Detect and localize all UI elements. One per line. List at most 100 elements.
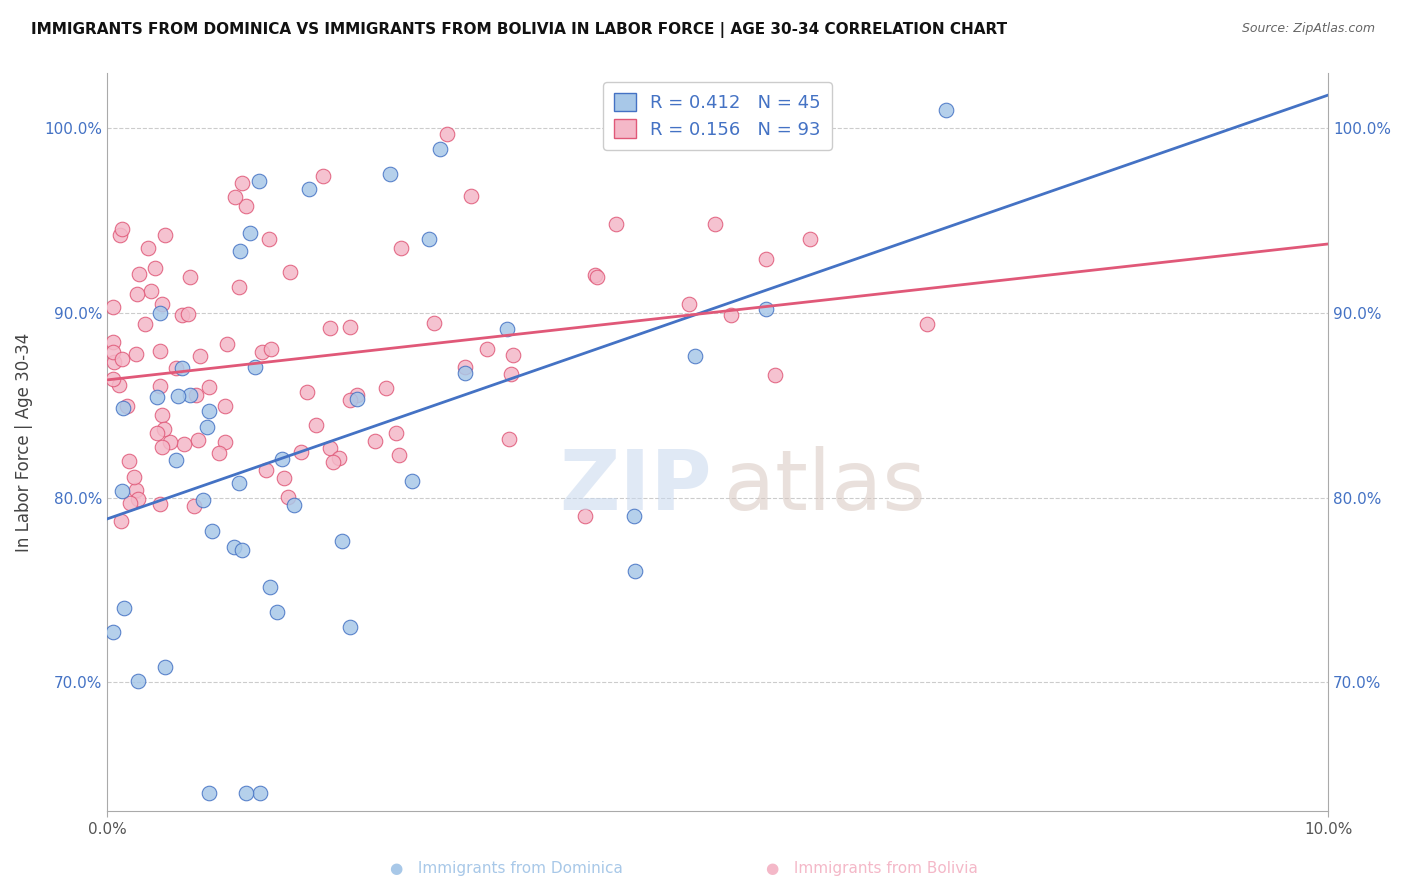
Point (101, 344, 124, 359)
Point (704, 217, 727, 231)
Point (270, 452, 292, 467)
Point (184, 388, 207, 402)
Point (170, 360, 193, 375)
Point (153, 421, 176, 435)
Point (346, 392, 368, 406)
Point (122, 470, 145, 484)
Point (153, 660, 176, 674)
Point (720, 308, 742, 322)
Point (172, 308, 194, 322)
Point (134, 317, 156, 331)
Point (152, 408, 174, 422)
Point (231, 176, 253, 190)
Point (378, 167, 401, 181)
Point (915, 318, 938, 332)
Point (118, 496, 141, 510)
Point (375, 381, 398, 395)
Legend: R = 0.412   N = 45, R = 0.156   N = 93: R = 0.412 N = 45, R = 0.156 N = 93 (603, 82, 832, 150)
Point (339, 392, 361, 407)
Point (259, 580, 281, 594)
Text: IMMIGRANTS FROM DOMINICA VS IMMIGRANTS FROM BOLIVIA IN LABOR FORCE | AGE 30-34 C: IMMIGRANTS FROM DOMINICA VS IMMIGRANTS F… (31, 22, 1007, 38)
Point (112, 601, 135, 615)
Point (215, 337, 238, 351)
Point (153, 228, 176, 243)
Text: ZIP: ZIP (560, 446, 711, 527)
Point (149, 497, 172, 511)
Point (149, 378, 172, 392)
Point (297, 385, 319, 400)
Point (208, 446, 231, 460)
Point (149, 306, 172, 320)
Point (266, 605, 288, 619)
Point (197, 379, 219, 393)
Point (364, 434, 387, 449)
Point (150, 296, 173, 310)
Point (605, 217, 627, 231)
Point (678, 297, 700, 311)
Point (475, 342, 498, 356)
Point (498, 432, 520, 446)
Point (339, 620, 361, 634)
Point (755, 252, 778, 266)
Point (502, 348, 524, 362)
Point (191, 492, 214, 507)
Point (257, 232, 280, 246)
Point (935, 103, 957, 117)
Point (755, 301, 778, 316)
Point (222, 540, 245, 554)
Point (103, 334, 125, 349)
Point (235, 199, 257, 213)
Point (127, 491, 149, 506)
Point (418, 232, 440, 246)
Point (245, 360, 267, 375)
Point (195, 420, 218, 434)
Point (252, 344, 274, 359)
Point (305, 417, 328, 432)
Point (108, 227, 131, 242)
Point (138, 241, 160, 255)
Point (124, 347, 146, 361)
Point (150, 440, 173, 454)
Point (298, 182, 321, 196)
Point (346, 388, 368, 402)
Point (254, 463, 277, 477)
Point (101, 300, 124, 314)
Point (143, 261, 166, 276)
Point (235, 786, 257, 800)
Point (198, 786, 221, 800)
Point (249, 786, 271, 800)
Text: Source: ZipAtlas.com: Source: ZipAtlas.com (1241, 22, 1375, 36)
Point (280, 265, 302, 279)
Point (763, 368, 786, 382)
Point (117, 400, 139, 414)
Point (165, 453, 187, 467)
Point (111, 222, 134, 236)
Point (799, 232, 821, 246)
Point (273, 471, 295, 485)
Point (318, 321, 340, 335)
Point (228, 476, 250, 491)
Point (111, 352, 134, 367)
Point (165, 361, 187, 376)
Point (125, 483, 148, 497)
Point (228, 244, 250, 258)
Text: ●   Immigrants from Bolivia: ● Immigrants from Bolivia (766, 861, 977, 876)
Point (231, 543, 253, 558)
Y-axis label: In Labor Force | Age 30-34: In Labor Force | Age 30-34 (15, 333, 32, 552)
Point (501, 367, 523, 381)
Point (112, 401, 135, 416)
Point (179, 388, 201, 402)
Point (101, 372, 124, 386)
Point (623, 508, 645, 523)
Point (149, 344, 172, 359)
Point (312, 169, 335, 183)
Point (385, 425, 408, 440)
Text: atlas: atlas (724, 446, 925, 527)
Point (177, 307, 200, 321)
Text: ●   Immigrants from Dominica: ● Immigrants from Dominica (389, 861, 623, 876)
Point (179, 270, 201, 285)
Point (183, 499, 205, 513)
Point (103, 355, 125, 369)
Point (146, 390, 169, 404)
Point (496, 322, 519, 336)
